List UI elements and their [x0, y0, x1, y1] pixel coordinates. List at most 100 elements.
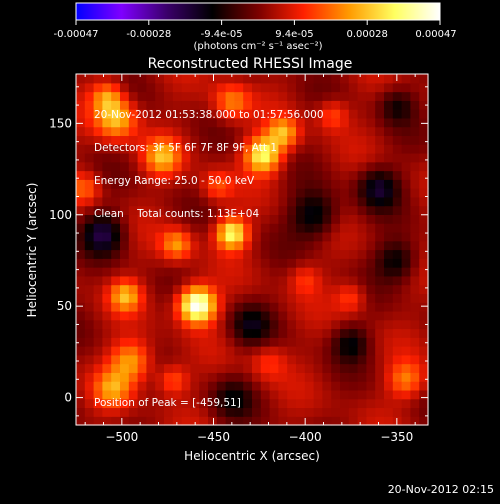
heatmap-cell [225, 170, 235, 180]
heatmap-cell [296, 152, 306, 163]
heatmap-cell [357, 302, 367, 312]
heatmap-cell [208, 231, 218, 242]
heatmap-cell [304, 319, 315, 330]
heatmap-cell [322, 381, 332, 391]
heatmap-cell [392, 223, 403, 233]
heatmap-cell [225, 302, 235, 312]
heatmap-cell [340, 302, 350, 312]
heatmap-cell [401, 240, 411, 251]
heatmap-cell [269, 223, 279, 233]
heatmap-cell [208, 381, 218, 391]
heatmap-cell [410, 161, 420, 172]
heatmap-cell [348, 205, 359, 216]
heatmap-cell [340, 126, 350, 137]
heatmap-cell [208, 240, 218, 251]
heatmap-cell [278, 319, 288, 330]
heatmap-cell [93, 267, 103, 277]
heatmap-cell [375, 135, 385, 145]
heatmap-cell [419, 407, 429, 417]
heatmap-cell [216, 337, 227, 347]
heatmap-cell [269, 82, 279, 93]
heatmap-cell [76, 135, 86, 145]
heatmap-cell [243, 126, 253, 137]
heatmap-cell [304, 372, 315, 382]
heatmap-cell [128, 126, 139, 137]
heatmap-cell [260, 231, 271, 242]
heatmap-cell [93, 196, 103, 207]
heatmap-cell [357, 240, 367, 251]
heatmap-cell [357, 117, 367, 128]
heatmap-cell [199, 416, 209, 426]
heatmap-cell [269, 205, 279, 216]
heatmap-cell [296, 293, 306, 303]
heatmap-cell [93, 354, 103, 365]
heatmap-cell [137, 91, 147, 101]
heatmap-cell [278, 231, 288, 242]
heatmap-cell [260, 310, 271, 321]
heatmap-cell [304, 135, 315, 145]
heatmap-cell [366, 337, 376, 347]
heatmap-cell [84, 223, 95, 233]
heatmap-cell [199, 381, 209, 391]
heatmap-cell [164, 381, 174, 391]
heatmap-cell [190, 275, 200, 286]
heatmap-cell [331, 258, 341, 268]
heatmap-cell [331, 398, 341, 409]
heatmap-cell [340, 319, 350, 330]
heatmap-cell [287, 152, 297, 163]
heatmap-cell [93, 275, 103, 286]
heatmap-cell [111, 363, 121, 373]
heatmap-cell [128, 416, 139, 426]
heatmap-cell [392, 293, 403, 303]
heatmap-cell [287, 354, 297, 365]
heatmap-cell [287, 328, 297, 338]
heatmap-cell [348, 223, 359, 233]
heatmap-cell [146, 188, 156, 198]
heatmap-cell [199, 109, 209, 119]
heatmap-cell [392, 91, 403, 101]
heatmap-cell [384, 310, 394, 321]
heatmap-cell [322, 205, 332, 216]
heatmap-cell [199, 231, 209, 242]
heatmap-cell [392, 275, 403, 286]
heatmap-cell [120, 100, 130, 110]
heatmap-cell [252, 258, 262, 268]
heatmap-cell [102, 416, 112, 426]
heatmap-cell [278, 196, 288, 207]
heatmap-cell [340, 363, 350, 373]
heatmap-cell [252, 328, 262, 338]
heatmap-cell [84, 117, 95, 128]
heatmap-cell [216, 258, 227, 268]
heatmap-cell [384, 372, 394, 382]
heatmap-cell [172, 188, 183, 198]
heatmap-cell [208, 152, 218, 163]
heatmap-cell [146, 319, 156, 330]
heatmap-cell [384, 354, 394, 365]
heatmap-cell [375, 372, 385, 382]
heatmap-cell [111, 82, 121, 93]
heatmap-cell [348, 117, 359, 128]
heatmap-cell [269, 337, 279, 347]
heatmap-cell [164, 240, 174, 251]
heatmap-cell [172, 240, 183, 251]
heatmap-cell [208, 275, 218, 286]
heatmap-cell [155, 91, 165, 101]
heatmap-cell [340, 398, 350, 409]
heatmap-cell [357, 284, 367, 294]
heatmap-cell [366, 126, 376, 137]
heatmap-cell [120, 179, 130, 189]
colorbar-unit-label: (photons cm⁻² s⁻¹ asec⁻²) [193, 41, 322, 52]
heatmap-cell [357, 407, 367, 417]
heatmap-cell [93, 363, 103, 373]
heatmap-cell [190, 346, 200, 356]
heatmap-cell [340, 100, 350, 110]
heatmap-cell [287, 231, 297, 242]
heatmap-cell [278, 346, 288, 356]
heatmap-cell [366, 144, 376, 154]
heatmap-cell [120, 346, 130, 356]
heatmap-cell [296, 302, 306, 312]
heatmap-cell [234, 117, 244, 128]
heatmap-cell [260, 389, 271, 400]
heatmap-cell [357, 337, 367, 347]
heatmap-cell [181, 293, 191, 303]
